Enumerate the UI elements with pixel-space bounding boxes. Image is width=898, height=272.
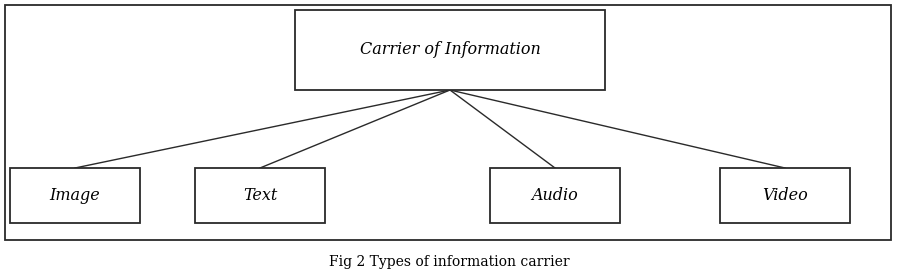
Text: Video: Video [762, 187, 808, 204]
Bar [5, 5, 891, 240]
Text: Carrier of Information: Carrier of Information [359, 42, 541, 58]
Text: Image: Image [49, 187, 101, 204]
Bar [195, 168, 325, 223]
Bar [490, 168, 620, 223]
Bar [10, 168, 140, 223]
Text: Fig 2 Types of information carrier: Fig 2 Types of information carrier [329, 255, 569, 269]
Bar [720, 168, 850, 223]
Bar [295, 10, 605, 90]
Text: Audio: Audio [532, 187, 578, 204]
Text: Text: Text [242, 187, 277, 204]
